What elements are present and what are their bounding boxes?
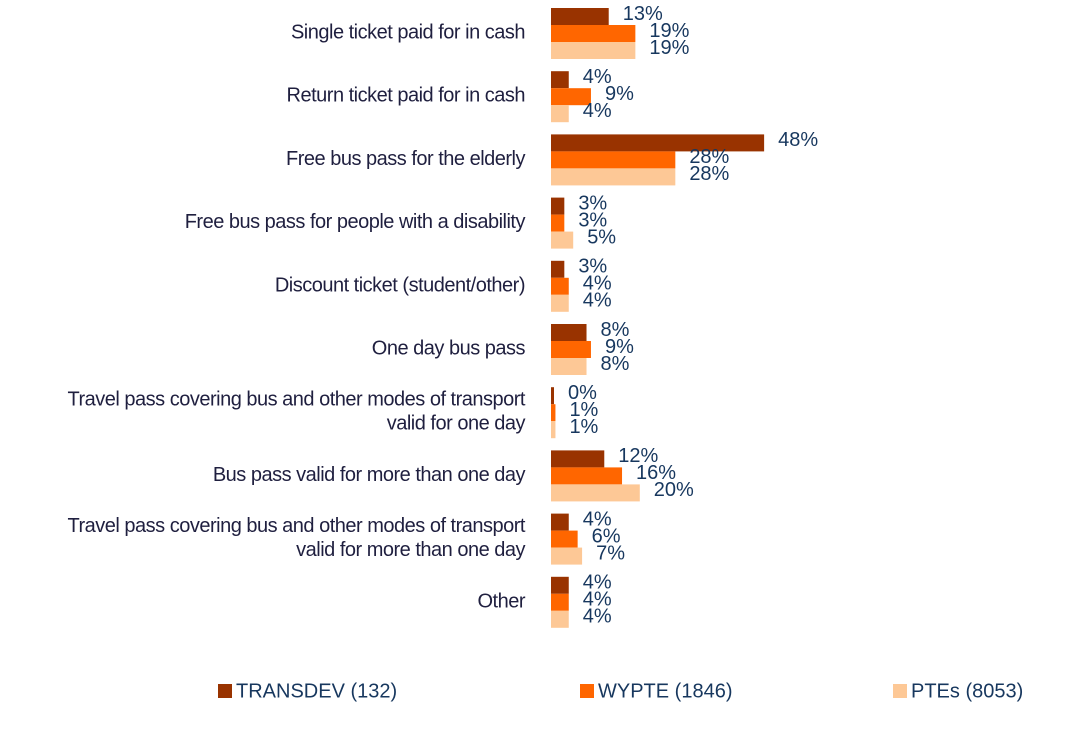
category-label: Travel pass covering bus and other modes… <box>68 515 526 561</box>
legend-label: WYPTE (1846) <box>598 680 732 702</box>
category-label: Travel pass covering bus and other modes… <box>68 389 526 435</box>
bar <box>551 530 578 548</box>
category-label: Free bus pass for people with a disabili… <box>185 211 526 233</box>
bar <box>551 231 574 249</box>
data-label: 12% <box>618 445 658 467</box>
bar <box>551 168 676 186</box>
category-label: Free bus pass for the elderly <box>286 148 525 170</box>
bar <box>551 134 765 152</box>
bar <box>551 197 565 215</box>
bar <box>551 277 569 295</box>
data-label: 28% <box>689 146 729 168</box>
data-label: 48% <box>778 129 818 151</box>
bar <box>551 513 569 531</box>
category-label: Discount ticket (student/other) <box>275 275 525 297</box>
legend-swatch <box>580 684 594 698</box>
bar <box>551 341 591 358</box>
bar <box>551 260 565 278</box>
category-label: Other <box>477 591 525 613</box>
data-label: 3% <box>578 192 607 214</box>
legend-swatch <box>218 684 232 698</box>
data-label: 8% <box>601 319 630 341</box>
data-label: 4% <box>583 100 612 122</box>
data-label: 4% <box>583 66 612 88</box>
category-label: Return ticket paid for in cash <box>287 85 525 107</box>
data-label: 6% <box>592 525 621 547</box>
data-label: 4% <box>583 508 612 530</box>
bar <box>551 324 587 341</box>
bar <box>551 593 569 611</box>
bar <box>551 25 636 42</box>
bar <box>551 8 609 25</box>
bar <box>551 610 569 628</box>
data-label: 28% <box>689 163 729 185</box>
data-label: 3% <box>578 209 607 231</box>
bar <box>551 547 583 565</box>
bar <box>551 105 569 123</box>
data-label: 4% <box>583 589 612 611</box>
data-label: 19% <box>649 37 689 59</box>
bar <box>551 42 636 59</box>
bar <box>551 450 605 468</box>
bar <box>551 421 556 439</box>
bar <box>551 387 554 405</box>
legend-label: TRANSDEV (132) <box>236 680 397 702</box>
data-label: 9% <box>605 336 634 358</box>
data-label: 0% <box>568 382 597 404</box>
data-label: 9% <box>605 83 634 105</box>
data-label: 19% <box>649 20 689 42</box>
data-label: 5% <box>587 226 616 248</box>
bar <box>551 358 587 375</box>
bar <box>551 404 556 422</box>
bar <box>551 576 569 594</box>
category-label: One day bus pass <box>372 338 526 360</box>
data-label: 13% <box>623 3 663 25</box>
data-label: 16% <box>636 462 676 484</box>
bar <box>551 467 623 485</box>
data-label: 8% <box>601 353 630 375</box>
data-label: 1% <box>569 399 598 421</box>
data-label: 4% <box>583 290 612 312</box>
data-label: 4% <box>583 606 612 628</box>
bar <box>551 484 640 502</box>
bar <box>551 88 591 106</box>
data-label: 4% <box>583 572 612 594</box>
bar <box>551 294 569 312</box>
legend-label: PTEs (8053) <box>911 680 1023 702</box>
data-label: 7% <box>596 542 625 564</box>
legend-swatch <box>893 684 907 698</box>
bar <box>551 71 569 89</box>
bar <box>551 151 676 169</box>
data-label: 1% <box>569 416 598 438</box>
category-label: Single ticket paid for in cash <box>291 22 525 44</box>
data-label: 4% <box>583 273 612 295</box>
bar <box>551 214 565 232</box>
category-label: Bus pass valid for more than one day <box>213 464 526 486</box>
data-label: 3% <box>578 256 607 278</box>
data-label: 20% <box>654 479 694 501</box>
